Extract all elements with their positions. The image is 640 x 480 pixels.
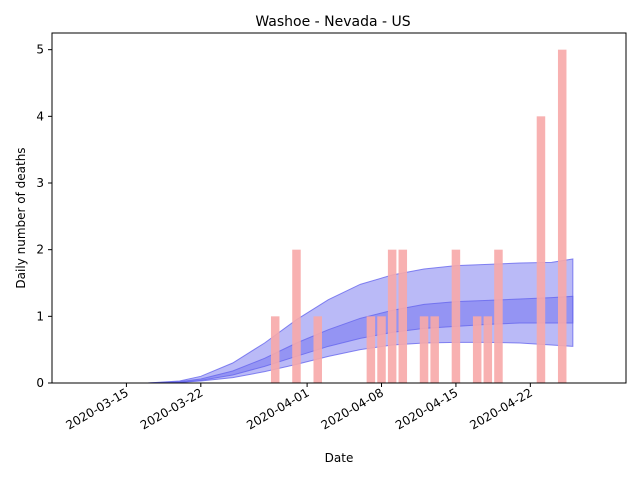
y-tick-label: 0 — [36, 376, 44, 390]
y-tick-label: 5 — [36, 43, 44, 57]
death-bar — [387, 249, 397, 383]
y-axis-label: Daily number of deaths — [14, 147, 28, 288]
death-bar — [419, 316, 429, 383]
x-tick-label: 2020-03-22 — [138, 385, 205, 432]
chart-title: Washoe - Nevada - US — [255, 14, 410, 30]
model-bands — [147, 258, 574, 384]
y-tick-label: 1 — [36, 309, 44, 323]
x-tick-label: 2020-04-08 — [319, 385, 386, 432]
death-bar — [557, 49, 567, 384]
death-bar — [430, 316, 439, 383]
y-tick-label: 3 — [36, 176, 44, 190]
x-tick-label: 2020-04-01 — [244, 385, 311, 432]
y-tick-label: 4 — [36, 109, 44, 123]
death-bar — [377, 316, 386, 383]
model-inner-band — [147, 295, 574, 384]
death-bar — [472, 316, 482, 383]
death-bar — [536, 116, 546, 383]
x-tick-label: 2020-03-15 — [64, 385, 131, 432]
death-bar — [451, 249, 461, 383]
death-bars — [270, 49, 567, 384]
x-axis-ticks: 2020-03-15 2020-03-22 2020-04-01 2020-04-08… — [64, 383, 535, 432]
death-bar — [366, 316, 376, 383]
death-bar — [483, 316, 493, 383]
death-bar — [313, 316, 322, 383]
x-tick-label: 2020-04-15 — [393, 385, 460, 432]
x-axis-label: Date — [325, 451, 354, 465]
y-tick-label: 2 — [36, 243, 44, 257]
death-bar — [494, 249, 503, 383]
y-axis-ticks: 0 1 2 3 4 5 — [36, 43, 52, 390]
x-tick-label: 2020-04-22 — [467, 385, 534, 432]
death-bar — [398, 249, 408, 383]
death-bar — [270, 316, 280, 383]
death-bar — [292, 249, 301, 383]
plot-frame — [51, 32, 627, 384]
